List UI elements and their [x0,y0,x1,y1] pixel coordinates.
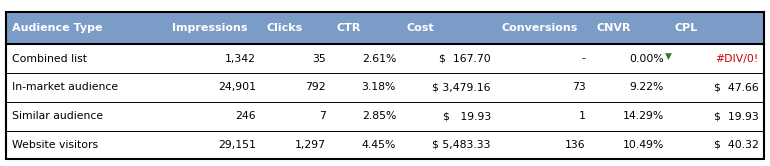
Text: Clicks: Clicks [267,23,303,33]
Text: Combined list: Combined list [12,53,86,64]
Text: Website visitors: Website visitors [12,140,98,150]
Text: $  19.93: $ 19.93 [714,111,758,121]
Text: 9.22%: 9.22% [629,82,664,92]
Text: 2.85%: 2.85% [362,111,396,121]
Text: $  167.70: $ 167.70 [439,53,490,64]
Bar [6,73,764,102]
Text: $ 3,479.16: $ 3,479.16 [432,82,490,92]
Text: CPL: CPL [675,23,698,33]
Text: 10.49%: 10.49% [622,140,664,150]
Text: 1: 1 [578,111,585,121]
Text: 1,342: 1,342 [225,53,256,64]
Text: $  40.32: $ 40.32 [714,140,758,150]
Text: 0.00%: 0.00% [629,53,664,64]
Bar [6,12,764,159]
Text: Similar audience: Similar audience [12,111,102,121]
Text: 14.29%: 14.29% [622,111,664,121]
Text: CTR: CTR [336,23,361,33]
Text: Impressions: Impressions [172,23,248,33]
Text: ▼: ▼ [665,51,672,61]
Text: 3.18%: 3.18% [362,82,396,92]
Text: $  47.66: $ 47.66 [714,82,758,92]
Text: 35: 35 [313,53,326,64]
Bar [6,12,764,44]
Text: Cost: Cost [407,23,434,33]
Text: 4.45%: 4.45% [362,140,396,150]
Text: CNVR: CNVR [596,23,631,33]
Text: 29,151: 29,151 [218,140,256,150]
Text: 24,901: 24,901 [218,82,256,92]
Text: $ 5,483.33: $ 5,483.33 [432,140,490,150]
Text: #DIV/0!: #DIV/0! [715,53,758,64]
Bar [6,102,764,130]
Bar [6,44,764,73]
Bar [6,130,764,159]
Text: 792: 792 [306,82,326,92]
Text: 73: 73 [572,82,585,92]
Text: 1,297: 1,297 [295,140,326,150]
Text: Audience Type: Audience Type [12,23,102,33]
Text: -: - [581,53,585,64]
Text: 246: 246 [236,111,256,121]
Text: In-market audience: In-market audience [12,82,118,92]
Text: $   19.93: $ 19.93 [443,111,490,121]
Text: 7: 7 [320,111,326,121]
Text: Conversions: Conversions [501,23,578,33]
Text: 2.61%: 2.61% [362,53,396,64]
Text: 136: 136 [565,140,585,150]
